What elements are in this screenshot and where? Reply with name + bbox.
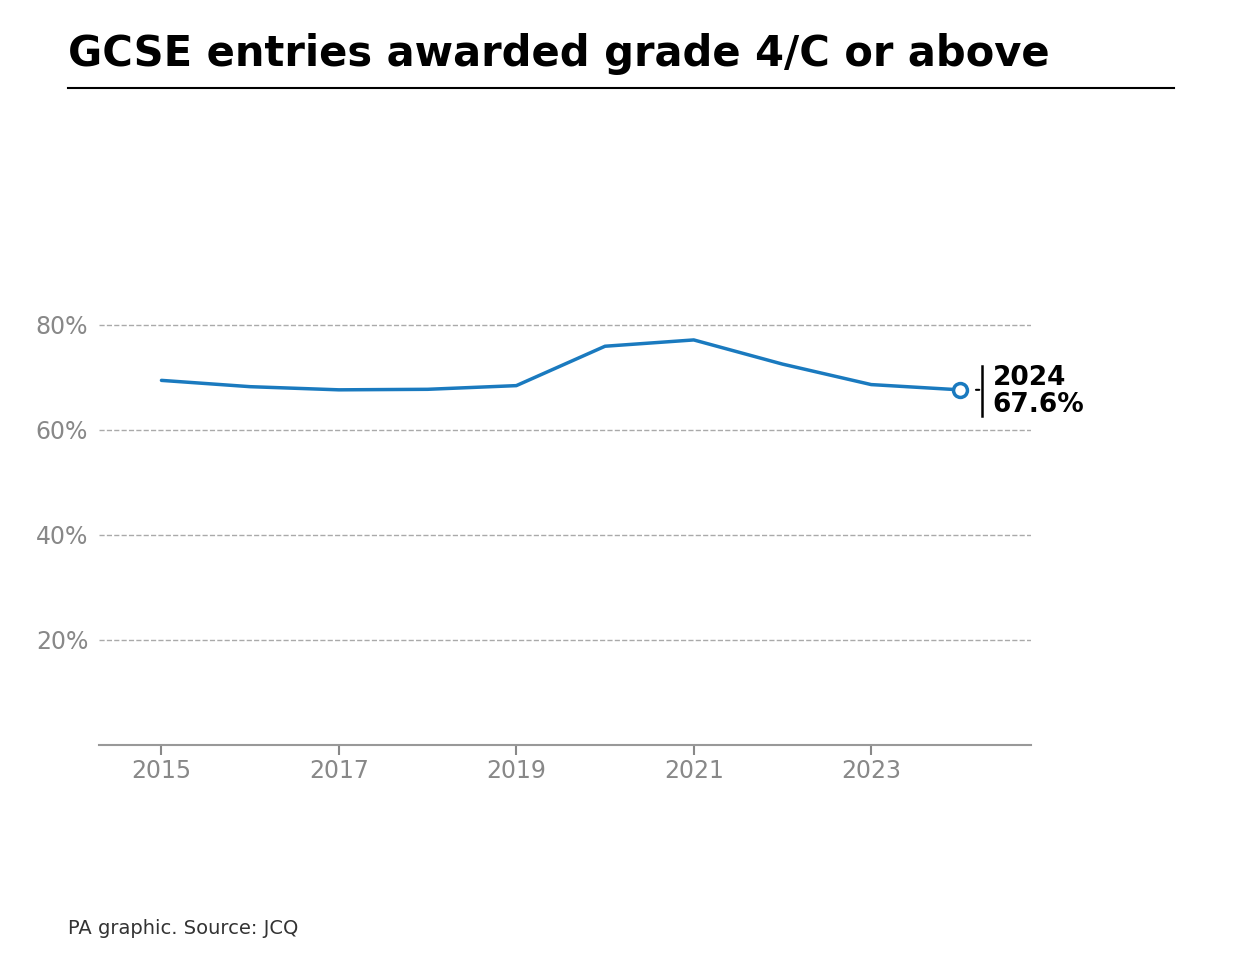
Text: GCSE entries awarded grade 4/C or above: GCSE entries awarded grade 4/C or above (68, 33, 1049, 75)
Text: PA graphic. Source: JCQ: PA graphic. Source: JCQ (68, 919, 298, 938)
Text: 2024: 2024 (992, 365, 1066, 392)
Text: 67.6%: 67.6% (992, 392, 1084, 417)
